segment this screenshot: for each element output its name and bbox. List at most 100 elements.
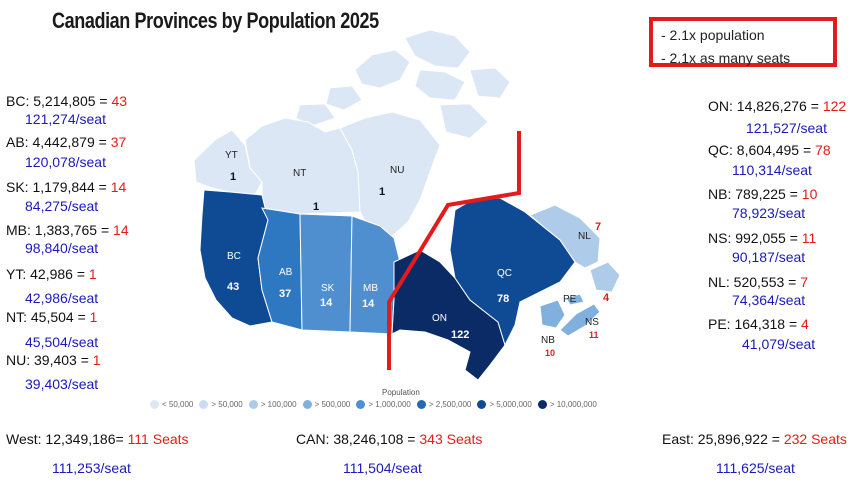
east-stat-5: PE: 164,318 = 4 [708,316,809,332]
stat-seats: 1 [92,352,101,368]
stat-label: NS: 992,055 = [708,230,802,246]
west-per-seat-6: 39,403/seat [25,376,99,392]
total-canada-label: CAN: 38,246,108 = [296,431,420,447]
legend-swatch [477,400,487,409]
total-west-per-seat: 111,253/seat [52,460,131,476]
legend-swatch [248,400,258,409]
map-label-pe: PE [563,294,577,305]
west-stat-1: AB: 4,442,879 = 37 [6,134,126,150]
stat-seats: 1 [89,309,98,325]
map-label-nt: NT [293,168,306,179]
stat-label: QC: 8,604,495 = [708,142,816,158]
region-ontario [391,249,506,381]
west-stat-5: NT: 45,504 = 1 [6,309,97,325]
legend-item-6: > 5,000,000 [477,400,532,409]
legend-swatch [356,400,366,409]
east-per-seat-3: 90,187/seat [732,249,806,265]
map-label-on: ON [432,313,447,324]
map-seats-sk: 14 [320,297,333,309]
map-label-nu: NU [390,165,404,176]
stat-label: NL: 520,553 = [708,274,801,290]
map-label-ab: AB [279,267,293,278]
west-stat-6: NU: 39,403 = 1 [6,352,101,368]
map-seats-pe: 4 [603,292,610,304]
map-seats-nu: 1 [379,186,385,198]
stat-seats: 78 [815,142,831,158]
map-label-yt: YT [225,150,238,161]
east-stat-1: QC: 8,604,495 = 78 [708,142,831,158]
east-per-seat-5: 41,079/seat [742,336,816,352]
stat-label: AB: 4,442,879 = [6,134,111,150]
stat-label: NU: 39,403 = [6,352,93,368]
stat-seats: 14 [113,222,129,238]
note-box: - 2.1x population - 2.1x as many seats [649,17,837,67]
map-seats-ns: 11 [589,330,599,340]
total-canada: CAN: 38,246,108 = 343 Seats [296,431,482,447]
legend-label: > 500,000 [314,400,351,409]
total-east-label: East: 25,896,922 = [662,431,784,447]
stat-seats: 7 [800,274,809,290]
stat-label: NB: 789,225 = [708,186,802,202]
stat-seats: 11 [801,230,817,246]
legend-label: < 50,000 [162,400,194,409]
region-new-brunswick [539,299,566,329]
map-seats-qc: 78 [497,293,509,305]
map-seats-on: 122 [451,329,469,341]
stat-seats: 37 [110,134,127,150]
west-stat-0: BC: 5,214,805 = 43 [6,93,127,109]
legend-item-1: > 50,000 [199,400,243,409]
stat-label: ON: 14,826,276 = [708,98,823,114]
east-per-seat-0: 121,527/seat [746,120,827,136]
map-label-nb: NB [541,335,555,346]
total-east-seats: 232 Seats [783,431,847,447]
note-line-population: - 2.1x population [661,27,765,43]
west-per-seat-4: 42,986/seat [25,290,99,306]
west-per-seat-1: 120,078/seat [25,154,106,170]
region-newfoundland-labrador [529,204,601,269]
stat-seats: 14 [110,179,127,195]
total-east: East: 25,896,922 = 232 Seats [662,431,847,447]
legend-swatch [416,400,426,409]
region-saskatchewan [299,213,353,333]
east-per-seat-4: 74,364/seat [732,292,806,308]
west-stat-4: YT: 42,986 = 1 [6,266,97,282]
legend-label: > 1,000,000 [368,400,411,409]
region-nova-scotia [559,303,601,337]
legend-item-0: < 50,000 [150,400,193,409]
west-per-seat-2: 84,275/seat [25,198,99,214]
legend-swatch [199,400,209,409]
legend-item-5: > 2,500,000 [416,400,472,409]
arctic-islands [295,29,511,139]
total-west-seats: 111 Seats [127,431,189,447]
map-label-qc: QC [497,268,512,279]
west-per-seat-3: 98,840/seat [25,240,99,256]
region-pei [565,293,585,306]
stat-seats: 4 [801,316,809,332]
legend-item-7: > 10,000,000 [537,400,597,409]
legend-label: > 100,000 [260,400,297,409]
region-newfoundland-island [589,261,621,293]
map-seats-nl: 7 [595,221,601,233]
map-label-mb: MB [363,283,378,294]
stat-seats: 122 [822,98,847,114]
west-per-seat-0: 121,274/seat [25,111,106,127]
east-stat-0: ON: 14,826,276 = 122 [708,98,846,114]
map-label-sk: SK [321,283,335,294]
stat-label: PE: 164,318 = [708,316,802,332]
legend-label: > 50,000 [211,400,243,409]
stat-seats: 10 [801,186,818,202]
total-east-per-seat: 111,625/seat [716,460,795,476]
stat-seats: 43 [111,93,128,109]
region-british-columbia [199,189,273,327]
legend-swatch [302,400,312,409]
east-stat-3: NS: 992,055 = 11 [708,230,816,246]
map-label-ns: NS [585,317,599,328]
note-line-seats: - 2.1x as many seats [661,50,791,66]
legend-label: > 2,500,000 [428,400,472,409]
east-stat-2: NB: 789,225 = 10 [708,186,817,202]
map-seats-nt: 1 [313,201,319,213]
stat-label: NT: 45,504 = [6,309,90,325]
legend-swatch [537,400,547,409]
east-per-seat-1: 110,314/seat [732,162,812,178]
